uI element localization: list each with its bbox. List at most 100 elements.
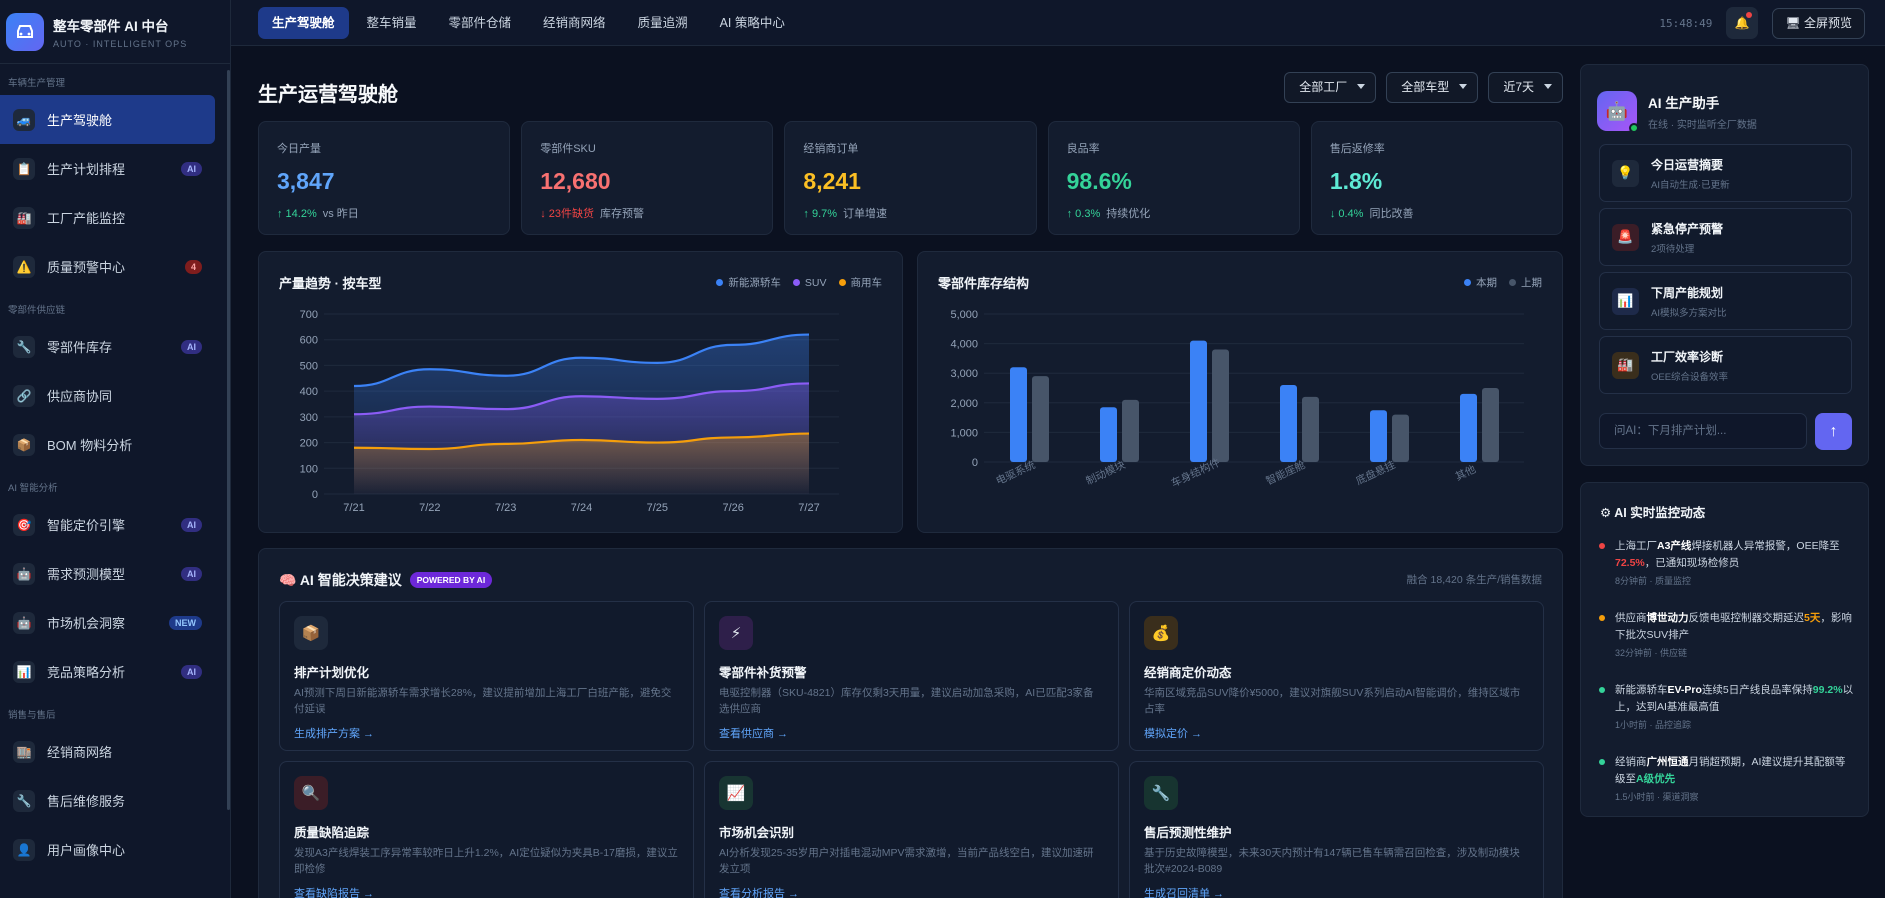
- sidebar-item[interactable]: 🏭 工厂产能监控: [0, 193, 215, 242]
- kpi-title: 零部件SKU: [540, 143, 596, 155]
- monitor-text: 经销商广州恒通月销超预期，AI建议提升其配额等级至A级优先: [1615, 754, 1855, 787]
- target-icon: 🎯: [13, 513, 35, 536]
- nav-tab[interactable]: 经销商网络: [543, 15, 606, 30]
- notification-dot: [1746, 12, 1753, 18]
- nav-tab[interactable]: 整车销量: [366, 15, 417, 30]
- decision-text: 基于历史故障模型，未来30天内预计有147辆已售车辆需召回检查，涉及制动模块批次…: [1144, 847, 1520, 875]
- sidebar-section-title: AI 智能分析: [8, 483, 58, 494]
- assistant-status: 在线 · 实时监听全厂数据: [1648, 119, 1757, 131]
- bar: [1032, 376, 1049, 462]
- sidebar-item[interactable]: 🔗 供应商协同: [0, 371, 215, 420]
- decision-title-row: 🧠 AI 智能决策建议 POWERED BY AI: [279, 570, 493, 590]
- sidebar-item[interactable]: 📊 竞品策略分析 AI: [0, 647, 215, 696]
- sidebar-scrollbar[interactable]: [227, 70, 230, 810]
- decision-action-link[interactable]: 查看缺陷报告 →: [294, 888, 375, 898]
- decision-action-link[interactable]: 模拟定价 →: [1144, 728, 1203, 740]
- monitor-highlight: 99.2%: [1812, 684, 1843, 696]
- data-fused-note: 融合 18,420 条生产/销售数据: [1406, 574, 1542, 586]
- kpi-card: 经销商订单 8,241 ↑ 9.7% 订单增速: [784, 121, 1037, 235]
- y-tick-label: 0: [312, 489, 318, 501]
- sidebar-item[interactable]: 🏬 经销商网络: [0, 727, 215, 776]
- y-tick-label: 200: [300, 438, 318, 450]
- series-line-2: [353, 432, 810, 451]
- monitor-text-part: 反馈电驱控制器交期延迟: [1688, 612, 1805, 624]
- assistant-quick-item[interactable]: 🏭 工厂效率诊断 OEE综合设备效率: [1599, 336, 1852, 394]
- gear-icon: ⚙: [1600, 506, 1612, 520]
- ask-ai-input[interactable]: 问AI：下月排产计划...: [1599, 413, 1807, 449]
- period-select[interactable]: 近7天: [1488, 72, 1563, 103]
- kpi-sub: ↓ 0.4% 同比改善: [1330, 205, 1544, 221]
- assistant-quick-item[interactable]: 📊 下周产能规划 AI模拟多方案对比: [1599, 272, 1852, 330]
- kpi-value: 8,241: [803, 168, 861, 194]
- status-dot: [1599, 615, 1605, 621]
- quick-item-sub: 2项待处理: [1651, 243, 1695, 255]
- sidebar-item[interactable]: 📦 BOM 物料分析: [0, 420, 215, 469]
- fullscreen-button[interactable]: 🖥 全屏预览: [1772, 7, 1865, 39]
- legend-swatch: [1464, 279, 1471, 286]
- notification-button[interactable]: 🔔: [1726, 7, 1759, 39]
- sidebar-item[interactable]: 🔧 售后维修服务: [0, 776, 215, 825]
- quick-item-title: 工厂效率诊断: [1651, 349, 1724, 364]
- bar: [1212, 349, 1229, 462]
- send-button[interactable]: ↑: [1815, 413, 1852, 450]
- quick-item-title: 今日运营摘要: [1651, 157, 1724, 172]
- bar: [1280, 385, 1297, 462]
- kpi-note: 持续优化: [1106, 208, 1151, 220]
- assistant-quick-item[interactable]: 🚨 紧急停产预警 2项待处理: [1599, 208, 1852, 266]
- page-title: 生产运营驾驶舱: [258, 84, 398, 106]
- decision-action-link[interactable]: 查看供应商 →: [719, 728, 789, 740]
- sidebar-item[interactable]: 🤖 市场机会洞察 NEW: [0, 598, 215, 647]
- decision-action-link[interactable]: 生成排产方案 →: [294, 728, 375, 740]
- nav-tab[interactable]: 零部件仓储: [448, 15, 512, 30]
- sidebar-badge: AI: [181, 517, 202, 532]
- series-line-1: [353, 382, 810, 416]
- inventory-chart: 01,0002,0003,0004,0005,000电驱系统 制动模块 车身结构件智…: [950, 309, 1524, 490]
- decision-card: 🔧 售后预测性维护 基于历史故障模型，未来30天内预计有147辆已售车辆需召回检查，…: [1129, 761, 1544, 898]
- nav-tab[interactable]: 生产驾驶舱: [258, 6, 349, 39]
- decision-action-link[interactable]: 生成召回清单 →: [1144, 888, 1225, 898]
- sidebar-item[interactable]: 🤖 需求预测模型 AI: [0, 549, 215, 598]
- monitor-highlight: 72.5%: [1615, 556, 1645, 569]
- nav-tab[interactable]: 质量追溯: [637, 15, 688, 30]
- y-tick-label: 1,000: [950, 427, 978, 439]
- kpi-value: 1.8%: [1329, 168, 1383, 194]
- y-tick-label: 400: [300, 386, 318, 398]
- decision-title: 质量缺陷追踪: [294, 826, 370, 840]
- sidebar-item-label: 工厂产能监控: [47, 211, 126, 226]
- monitor-text-part: 连续5日产线良品率保持: [1701, 684, 1813, 696]
- sidebar-item[interactable]: 🚙 生产驾驶舱: [0, 95, 215, 144]
- sidebar-item[interactable]: 📋 生产计划排程 AI: [0, 144, 215, 193]
- wrench-icon: 🔧: [13, 335, 35, 358]
- bar: [1302, 396, 1319, 462]
- sidebar-item[interactable]: 👤 用户画像中心: [0, 825, 215, 874]
- x-tick-label: 其他: [1453, 462, 1478, 483]
- assistant-quick-item[interactable]: 💡 今日运营摘要 AI自动生成·已更新: [1599, 144, 1852, 202]
- sidebar-item-label: 质量预警中心: [47, 260, 126, 275]
- brand-title: 整车零部件 AI 中台: [53, 18, 169, 34]
- legend-label: 上期: [1521, 277, 1542, 289]
- kpi-card: 售后返修率 1.8% ↓ 0.4% 同比改善: [1310, 121, 1564, 235]
- sidebar-section-title: 车辆生产管理: [8, 78, 66, 89]
- legend-label: 本期: [1476, 277, 1497, 289]
- x-tick-label: 7/22: [419, 502, 440, 514]
- sidebar-item[interactable]: 🎯 智能定价引擎 AI: [0, 500, 215, 549]
- car-logo-icon: [6, 12, 44, 51]
- legend-item: 上期: [1509, 275, 1542, 290]
- y-tick-label: 100: [300, 463, 318, 475]
- monitor-meta: 1小时前 · 品控追踪: [1615, 720, 1692, 730]
- decision-action-link[interactable]: 查看分析报告 →: [719, 888, 800, 898]
- tab-bar: 生产驾驶舱 整车销量 零部件仓储 经销商网络 质量追溯 AI 策略中心: [258, 6, 803, 39]
- quick-item-sub: AI模拟多方案对比: [1651, 307, 1727, 319]
- kpi-note: 库存预警: [600, 208, 644, 220]
- nav-tab[interactable]: AI 策略中心: [719, 15, 785, 30]
- factory-select[interactable]: 全部工厂: [1284, 72, 1377, 103]
- model-select[interactable]: 全部车型: [1386, 72, 1479, 103]
- monitor-meta: 8分钟前 · 质量监控: [1615, 576, 1692, 586]
- legend-label: SUV: [804, 276, 827, 289]
- sidebar-item[interactable]: ⚠️ 质量预警中心 4: [0, 242, 215, 291]
- sidebar-item[interactable]: 🔧 零部件库存 AI: [0, 322, 215, 371]
- kpi-sub: ↓ 23件缺货 库存预警: [540, 205, 754, 221]
- user-icon: 👤: [13, 838, 35, 861]
- brain-icon: 🧠: [279, 572, 297, 588]
